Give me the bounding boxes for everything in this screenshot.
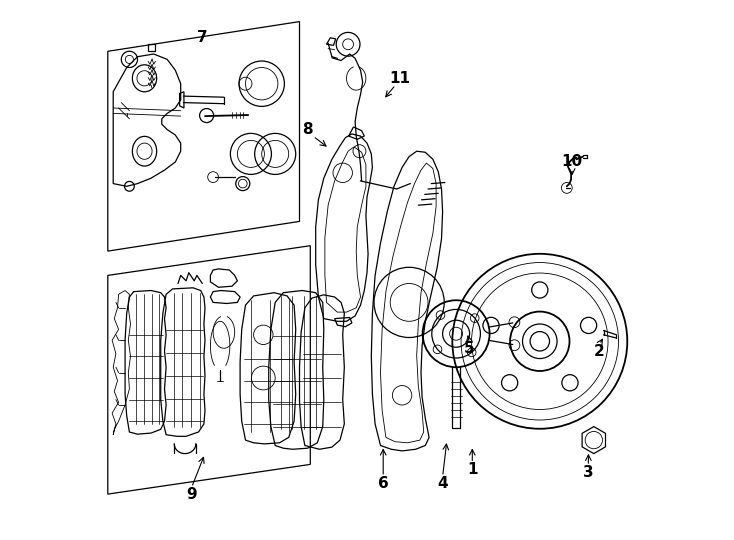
Text: 6: 6 (378, 476, 388, 491)
Circle shape (200, 109, 214, 123)
Text: 7: 7 (197, 30, 208, 45)
Text: 2: 2 (594, 343, 605, 359)
Text: 5: 5 (465, 341, 475, 356)
Text: 4: 4 (437, 476, 448, 491)
Text: 3: 3 (583, 465, 594, 480)
Text: 9: 9 (186, 487, 197, 502)
Text: 1: 1 (467, 462, 478, 477)
Text: 11: 11 (389, 71, 410, 86)
Text: 10: 10 (562, 154, 583, 170)
Text: 8: 8 (302, 122, 313, 137)
Circle shape (208, 172, 219, 183)
